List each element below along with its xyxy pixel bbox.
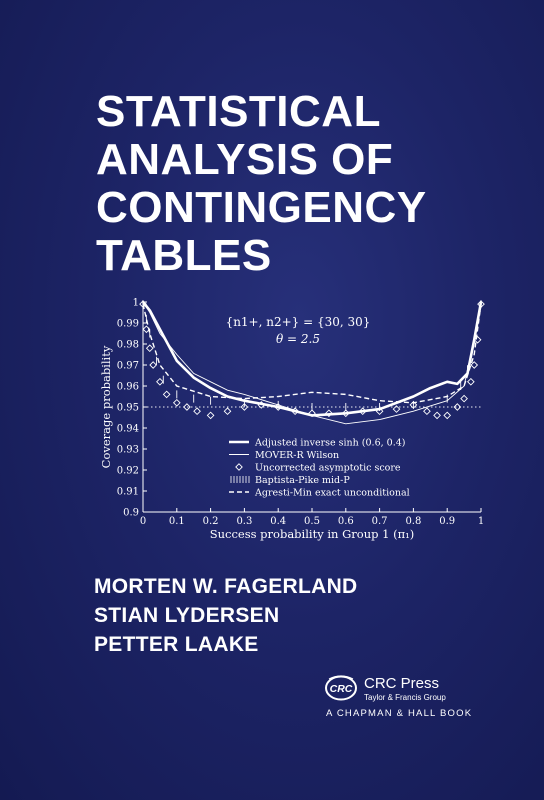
series-diamond-point [162, 390, 171, 399]
y-tick-label: 1 [133, 298, 139, 309]
x-tick-label: 0.5 [304, 516, 320, 527]
series-diamond-point [223, 407, 232, 416]
annotation-sample-size: {n1+, n2+} = {30, 30} [226, 315, 371, 329]
title-line: ANALYSIS OF [96, 135, 394, 184]
x-tick-label: 0.3 [236, 516, 252, 527]
title-line: STATISTICAL [96, 87, 381, 136]
x-tick-label: 1 [478, 516, 484, 527]
x-axis-label: Success probability in Group 1 (π₁) [210, 527, 414, 541]
author-name: MORTEN W. FAGERLAND [94, 575, 358, 598]
y-tick-label: 0.97 [117, 361, 139, 372]
series-diamond-point [156, 377, 164, 386]
series-thin-line [142, 301, 482, 425]
series-diamond-point [375, 407, 384, 416]
series-diamond-point [257, 401, 266, 409]
series-diamond-point [193, 407, 201, 416]
x-tick-label: 0.1 [169, 516, 185, 527]
y-tick-label: 0.98 [117, 340, 139, 351]
book-title: STATISTICAL ANALYSIS OF CONTINGENCY TABL… [96, 88, 427, 280]
x-tick-label: 0.8 [405, 516, 421, 527]
title-line: TABLES [96, 231, 272, 280]
series-diamond-point [240, 403, 249, 411]
publisher-series: A CHAPMAN & HALL BOOK [326, 708, 473, 719]
x-tick-label: 0.6 [338, 516, 354, 527]
legend-label: MOVER-R Wilson [255, 450, 339, 461]
crc-logo-text: CRC [330, 683, 353, 695]
x-tick-label: 0.7 [372, 516, 388, 527]
crc-press-logo: CRC [325, 675, 357, 701]
series-diamond-point [443, 411, 452, 420]
series-diamond-point [423, 407, 431, 416]
legend-label: Uncorrected asymptotic score [255, 463, 401, 474]
series-diamond-point [308, 409, 316, 418]
series-diamond-point [325, 409, 333, 418]
y-tick-label: 0.93 [117, 445, 139, 456]
series-diamond-point [392, 405, 401, 413]
series-diamond-point [433, 411, 441, 420]
y-axis-label: Coverage probability [99, 345, 113, 468]
x-tick-label: 0 [140, 516, 146, 527]
series-diamond-point [341, 409, 350, 418]
series-diamond-point [467, 377, 475, 386]
series-diamond-point [358, 407, 367, 416]
legend-label: Adjusted inverse sinh (0.6, 0.4) [254, 438, 405, 449]
author-name: PETTER LAAKE [94, 633, 259, 656]
x-tick-label: 0.4 [270, 516, 286, 527]
publisher-name: CRC Press [364, 675, 440, 692]
author-name: STIAN LYDERSEN [94, 604, 280, 627]
annotation-theta: θ = 2.5 [276, 332, 320, 346]
legend-label: Agresti-Min exact unconditional [254, 488, 410, 499]
series-diamond-point [291, 407, 299, 416]
series-diamond-point [473, 335, 482, 344]
x-tick-label: 0.2 [203, 516, 219, 527]
y-tick-label: 0.9 [123, 508, 139, 519]
legend-diamond-swatch [235, 463, 243, 471]
series-diamond-point [274, 403, 283, 411]
y-tick-label: 0.94 [117, 424, 139, 435]
y-tick-label: 0.99 [117, 319, 139, 330]
series-diamond-point [172, 398, 181, 407]
y-tick-label: 0.95 [117, 403, 139, 414]
publisher-group: Taylor & Francis Group [364, 693, 446, 702]
y-tick-label: 0.92 [117, 466, 139, 477]
author-list: MORTEN W. FAGERLAND STIAN LYDERSEN PETTE… [94, 572, 358, 659]
series-diamond-point [470, 361, 479, 369]
legend-label: Baptista-Pike mid-P [255, 475, 350, 486]
series-diamond-point [453, 403, 462, 411]
series-diamond-point [145, 344, 154, 353]
y-tick-label: 0.96 [117, 382, 139, 393]
title-line: CONTINGENCY [96, 183, 427, 232]
coverage-probability-chart: 0.90.910.920.930.940.950.960.970.980.991… [99, 298, 485, 541]
series-diamond-point [460, 394, 468, 403]
series-diamond-point [183, 403, 191, 411]
series-diamond-point [206, 411, 215, 420]
y-tick-label: 0.91 [117, 487, 139, 498]
series-dashed-line [142, 303, 482, 404]
series-diamond-point [149, 361, 157, 369]
x-tick-label: 0.9 [439, 516, 455, 527]
